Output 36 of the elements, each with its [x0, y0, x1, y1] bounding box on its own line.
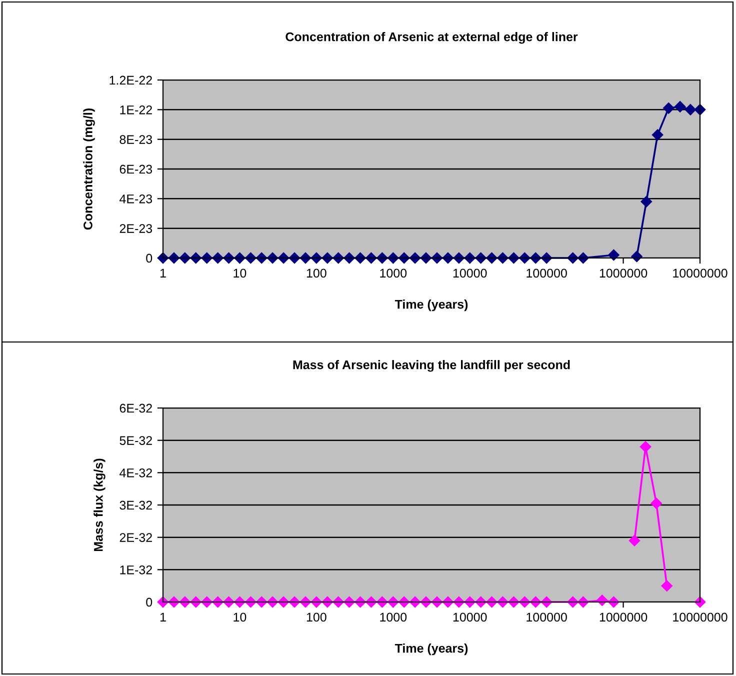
- x-tick-label: 10: [234, 612, 246, 622]
- x-tick-label: 10000000: [673, 268, 728, 278]
- x-tick-label: 10: [234, 268, 246, 278]
- x-tick-label: 1000000: [600, 612, 648, 622]
- y-tick-label: 0: [146, 598, 152, 607]
- x-axis-title: Time (years): [394, 644, 468, 656]
- x-tick-label: 10000000: [673, 612, 728, 622]
- x-axis-title: Time (years): [394, 300, 468, 312]
- x-tick-label: 1000: [380, 268, 407, 278]
- y-tick-label: 1.2E-22: [110, 76, 152, 85]
- y-tick-label: 8E-23: [120, 135, 152, 144]
- x-tick-label: 10000: [453, 612, 487, 622]
- chart-title: Mass of Arsenic leaving the landfill per second: [293, 360, 570, 372]
- chart-title: Concentration of Arsenic at external edge of liner: [286, 32, 578, 44]
- x-tick-label: 1000000: [600, 268, 648, 278]
- y-tick-label: 5E-32: [120, 436, 152, 445]
- y-tick-label: 3E-32: [120, 500, 152, 510]
- x-tick-label: 1: [160, 612, 166, 622]
- x-tick-label: 100000: [526, 268, 567, 278]
- y-tick-label: 1E-32: [120, 565, 152, 574]
- y-tick-label: 1E-22: [120, 105, 152, 114]
- y-tick-label: 2E-32: [120, 533, 152, 542]
- x-tick-label: 1000: [380, 612, 407, 622]
- x-tick-label: 1: [160, 268, 166, 278]
- x-tick-label: 100: [306, 268, 326, 278]
- y-tick-label: 0: [146, 254, 152, 263]
- y-axis-title: Mass flux (kg/s): [94, 458, 106, 552]
- y-axis-title: Concentration (mg/l): [83, 108, 95, 230]
- x-tick-label: 100: [306, 612, 326, 622]
- y-tick-label: 4E-32: [120, 468, 152, 478]
- y-tick-label: 4E-23: [120, 194, 152, 204]
- x-tick-label: 10000: [453, 268, 487, 278]
- y-tick-label: 6E-32: [120, 404, 152, 413]
- y-tick-label: 6E-23: [120, 164, 152, 174]
- y-tick-label: 2E-23: [120, 224, 152, 233]
- x-tick-label: 100000: [526, 612, 567, 622]
